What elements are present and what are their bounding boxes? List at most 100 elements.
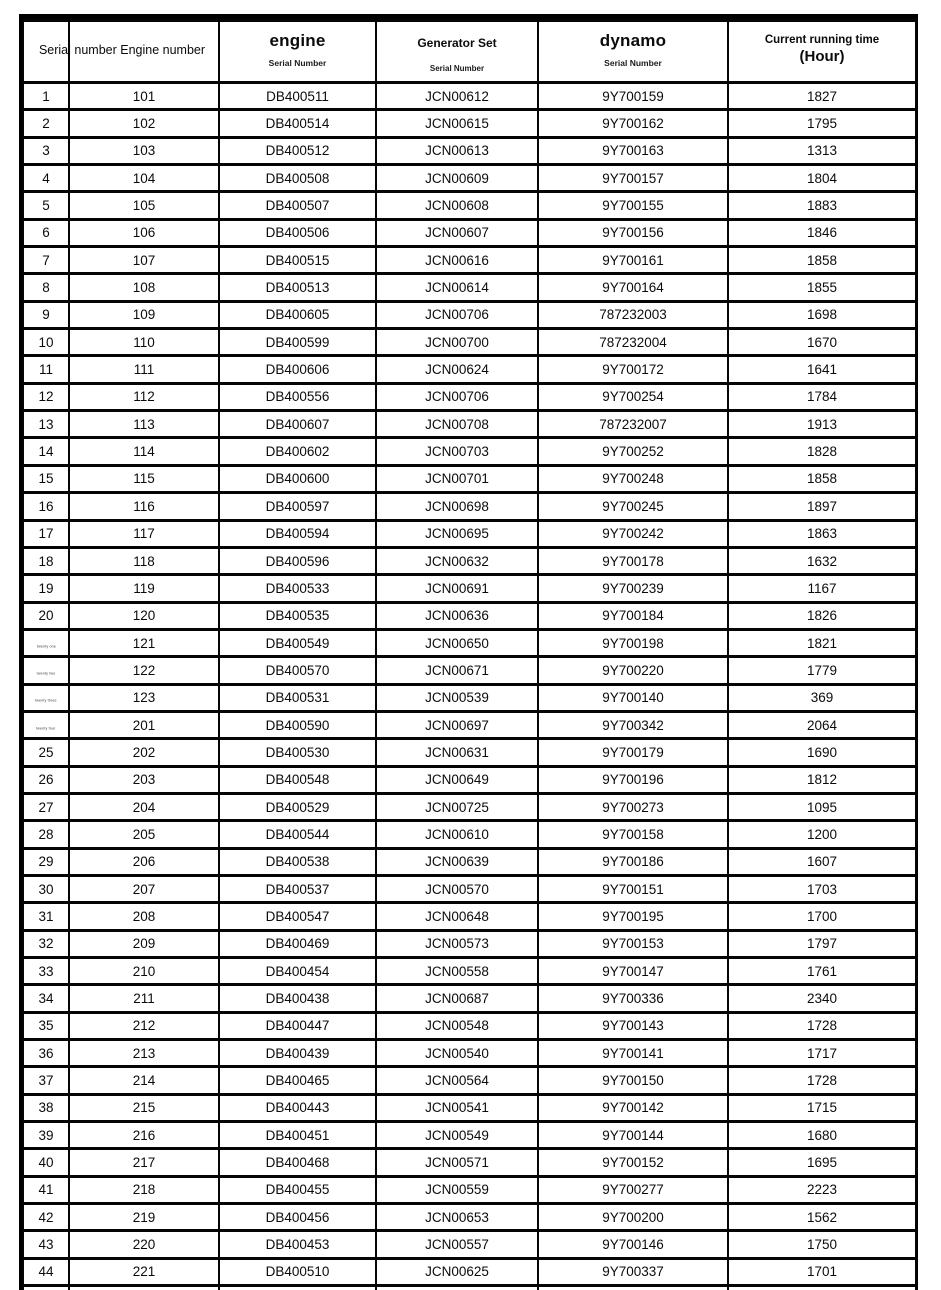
engine-number-cell: 104 <box>68 163 220 194</box>
genset-serial-cell <box>375 1284 539 1290</box>
engine-number-cell: 219 <box>68 1202 220 1233</box>
cell-text: 1200 <box>806 826 838 842</box>
serial-cell: 44 <box>22 1256 70 1288</box>
serial-cell: 19 <box>22 573 70 604</box>
engine-number-cell: 216 <box>68 1120 220 1151</box>
cell-text: JCN00573 <box>425 936 489 952</box>
header-cell-serial-number <box>22 19 70 84</box>
serial-cell: 40 <box>22 1147 70 1178</box>
engine-serial-cell: DB400465 <box>218 1065 377 1096</box>
engine-serial-cell: DB400531 <box>218 682 377 713</box>
engine-serial-cell: DB400529 <box>218 791 377 823</box>
running-time-cell: 1858 <box>727 245 917 276</box>
serial-cell: 36 <box>22 1038 70 1069</box>
cell-text: 1858 <box>806 471 838 487</box>
cell-text: 41 <box>38 1182 54 1198</box>
genset-serial-cell: JCN00548 <box>375 1010 539 1042</box>
cell-text: JCN00671 <box>425 662 489 678</box>
cell-text: DB400453 <box>265 1237 330 1253</box>
genset-serial-cell: JCN00695 <box>375 518 539 549</box>
genset-column-subtitle: Serial Number <box>429 64 485 73</box>
engine-number-cell: 108 <box>68 272 220 303</box>
cell-text: DB400451 <box>265 1127 330 1143</box>
engine-column-title: engine <box>269 31 326 50</box>
cell-text: 204 <box>132 799 156 815</box>
cell-text: 1703 <box>806 881 838 897</box>
cell-text: 6 <box>42 225 50 241</box>
cell-text: 9Y700198 <box>602 635 664 651</box>
engine-serial-cell: DB400596 <box>218 545 377 577</box>
table-row: twenty two 122 DB400570 JCN00671 9Y700220 177… <box>22 655 917 686</box>
cell-text: JCN00639 <box>425 854 489 870</box>
engine-serial-cell: DB400454 <box>218 955 377 987</box>
cell-text: 209 <box>132 936 156 952</box>
cell-text: 1701 <box>806 1264 838 1280</box>
table-row: 36 213 DB400439 JCN00540 9Y700141 1717 <box>22 1038 917 1069</box>
cell-text: 25 <box>38 744 54 760</box>
cell-text: 31 <box>38 908 54 924</box>
cell-text: 42 <box>38 1209 54 1225</box>
running-time-cell: 1897 <box>727 491 917 522</box>
table-row: 32 209 DB400469 JCN00573 9Y700153 1797 <box>22 928 917 960</box>
serial-cell: 33 <box>22 955 70 987</box>
engine-serial-cell: DB400453 <box>218 1229 377 1260</box>
cell-text: 9Y700172 <box>602 362 664 378</box>
serial-cell: 42 <box>22 1202 70 1233</box>
cell-text: JCN00649 <box>425 772 489 788</box>
cell-text: 38 <box>38 1100 54 1116</box>
cell-text: JCN00548 <box>425 1018 489 1034</box>
cell-text: 9Y700147 <box>602 963 664 979</box>
serial-cell: 8 <box>22 272 70 303</box>
running-time-cell: 1095 <box>727 791 917 823</box>
cell-text: 28 <box>38 826 54 842</box>
engine-serial-cell: DB400451 <box>218 1120 377 1151</box>
running-time-cell: 2223 <box>727 1174 917 1206</box>
engine-serial-cell: DB400439 <box>218 1038 377 1069</box>
cell-text: JCN00624 <box>425 362 489 378</box>
cell-text: JCN00559 <box>425 1182 489 1198</box>
cell-text: 9Y700157 <box>602 170 664 186</box>
serial-cell: 1 <box>22 80 70 112</box>
engine-serial-cell: DB400607 <box>218 409 377 440</box>
cell-text: 787232004 <box>599 334 667 350</box>
engine-serial-cell: DB400456 <box>218 1202 377 1233</box>
cell-text: DB400544 <box>265 826 330 842</box>
dynamo-serial-cell: 9Y700163 <box>537 135 729 167</box>
cell-text: 9Y700140 <box>602 690 664 706</box>
cell-text: DB400600 <box>265 471 330 487</box>
engine-number-cell: 117 <box>68 518 220 549</box>
cell-text: DB400538 <box>265 854 330 870</box>
cell-text: 9Y700195 <box>602 908 664 924</box>
cell-text: 105 <box>132 198 156 214</box>
header-cell-running-time: Current running time (Hour) <box>727 19 917 84</box>
table-row: 25 202 DB400530 JCN00631 9Y700179 1690 <box>22 737 917 768</box>
cell-text: JCN00725 <box>425 799 489 815</box>
cell-text: 117 <box>133 526 155 542</box>
serial-cell: 17 <box>22 518 70 549</box>
cell-text: 9Y700239 <box>602 580 664 596</box>
cell-text: 1804 <box>806 170 838 186</box>
cell-text: 44 <box>38 1264 54 1280</box>
cell-text: 9Y700220 <box>602 662 664 678</box>
cell-text: DB400443 <box>265 1100 330 1116</box>
table-body: 1 101 DB400511 JCN00612 9Y700159 1827 2 102 DB40… <box>22 80 917 1290</box>
cell-text: 115 <box>133 471 155 487</box>
engine-serial-cell: DB400535 <box>218 600 377 631</box>
cell-text: JCN00558 <box>425 963 489 979</box>
running-time-cell: 1750 <box>727 1229 917 1260</box>
dynamo-serial-cell: 9Y700248 <box>537 463 729 495</box>
genset-serial-cell: JCN00706 <box>375 381 539 413</box>
cell-text: 1779 <box>806 662 838 678</box>
running-time-cell: 1701 <box>727 1256 917 1288</box>
cell-text: 1632 <box>806 553 838 569</box>
table-row: 5 105 DB400507 JCN00608 9Y700155 1883 <box>22 190 917 221</box>
cell-text: 3 <box>42 143 50 159</box>
engine-serial-cell: DB400530 <box>218 737 377 768</box>
cell-text: 2064 <box>806 717 838 733</box>
cell-text: 9 <box>42 307 50 323</box>
cell-text: JCN00609 <box>425 170 489 186</box>
genset-serial-cell: JCN00691 <box>375 573 539 604</box>
table-row: 34 211 DB400438 JCN00687 9Y700336 2340 <box>22 983 917 1014</box>
serial-cell: 12 <box>22 381 70 413</box>
